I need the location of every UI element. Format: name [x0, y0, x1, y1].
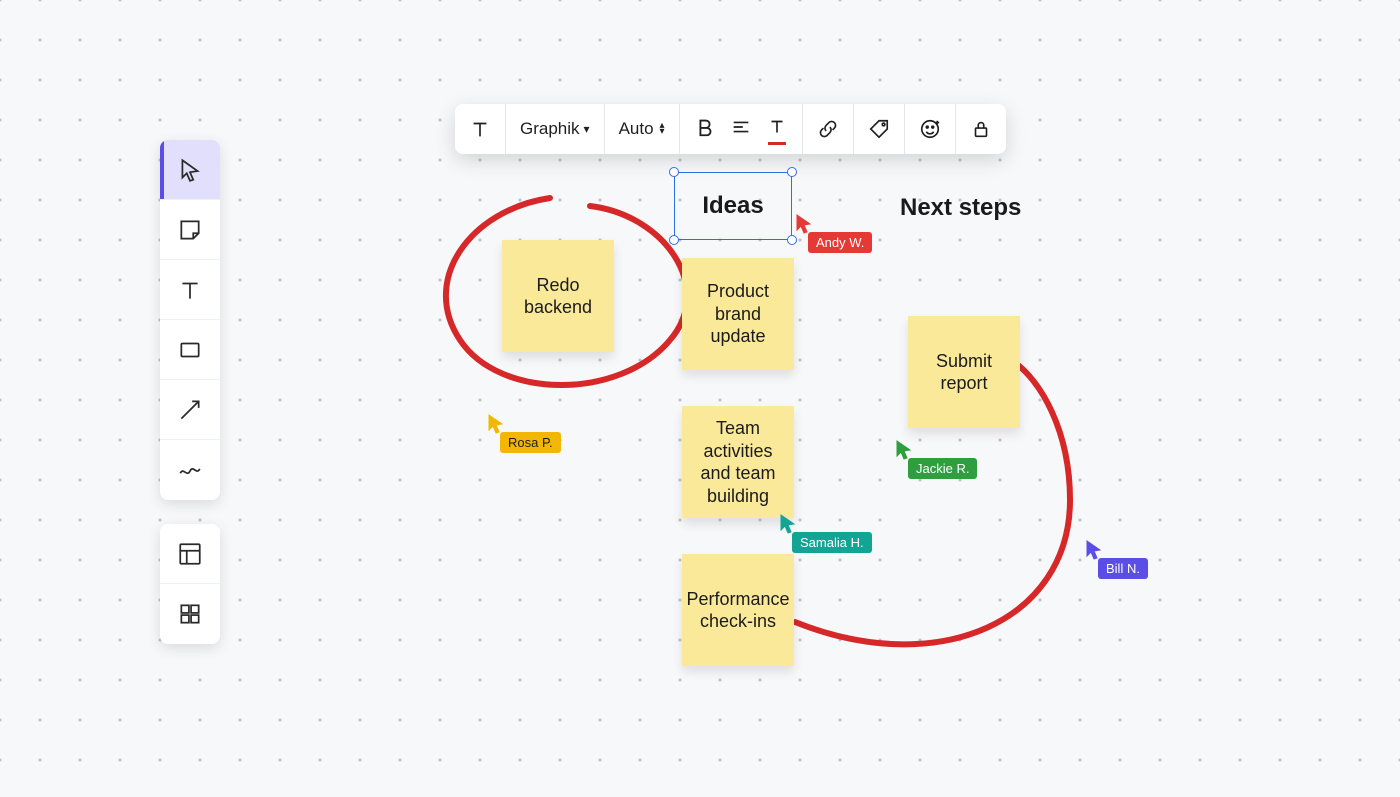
- color-swatch: [768, 142, 786, 145]
- text-style-group: [680, 104, 803, 154]
- tag-icon: [868, 118, 890, 140]
- heading-next-steps-text: Next steps: [900, 194, 1021, 221]
- text-box-ideas[interactable]: Ideas: [674, 172, 792, 240]
- select-tool[interactable]: [160, 140, 220, 200]
- cursor-pointer-icon: [896, 440, 912, 460]
- collab-cursor: Andy W.: [796, 214, 812, 234]
- sticky-text: Performance check-ins: [686, 588, 789, 633]
- layout-tool[interactable]: [160, 524, 220, 584]
- text-style-button[interactable]: [455, 104, 506, 154]
- resize-handle[interactable]: [669, 235, 679, 245]
- emoji-button[interactable]: [905, 104, 956, 154]
- sticky-submit-report[interactable]: Submit report: [908, 316, 1020, 428]
- lock-icon: [970, 118, 992, 140]
- resize-handle[interactable]: [787, 167, 797, 177]
- cursor-pointer-icon: [796, 214, 812, 234]
- collab-cursor-name: Andy W.: [808, 232, 872, 253]
- font-size-select[interactable]: Auto ▴▾: [605, 104, 680, 154]
- arrow-tool[interactable]: [160, 380, 220, 440]
- grid-tool[interactable]: [160, 584, 220, 644]
- cursor-pointer-icon: [780, 514, 796, 534]
- text-icon: [469, 118, 491, 140]
- cursor-icon: [177, 157, 203, 183]
- cursor-pointer-icon: [1086, 540, 1102, 560]
- tag-button[interactable]: [854, 104, 905, 154]
- shape-tool[interactable]: [160, 320, 220, 380]
- emoji-icon: [919, 118, 941, 140]
- text-format-toolbar: Graphik ▾ Auto ▴▾: [455, 104, 1006, 154]
- sticky-team-building[interactable]: Team activities and team building: [682, 406, 794, 518]
- lock-button[interactable]: [956, 104, 1006, 154]
- text-icon: [177, 277, 203, 303]
- sticky-perf-checkins[interactable]: Performance check-ins: [682, 554, 794, 666]
- sticky-text: Product brand update: [692, 280, 784, 348]
- text-tool[interactable]: [160, 260, 220, 320]
- link-icon: [817, 118, 839, 140]
- sticky-text: Team activities and team building: [692, 417, 784, 507]
- font-size-label: Auto: [619, 119, 654, 139]
- sticky-icon: [177, 217, 203, 243]
- bold-icon: [694, 116, 716, 138]
- collab-cursor-name: Bill N.: [1098, 558, 1148, 579]
- heading-ideas-text: Ideas: [702, 192, 763, 220]
- align-icon: [730, 116, 752, 138]
- tool-sidebar-secondary: [160, 524, 220, 644]
- collab-cursor: Jackie R.: [896, 440, 912, 460]
- text-color-icon: [766, 116, 788, 138]
- resize-handle[interactable]: [787, 235, 797, 245]
- sticky-text: Submit report: [918, 350, 1010, 395]
- collab-cursor: Bill N.: [1086, 540, 1102, 560]
- rect-icon: [177, 337, 203, 363]
- collab-cursor: Rosa P.: [488, 414, 504, 434]
- grid-icon: [177, 601, 203, 627]
- align-button[interactable]: [730, 116, 752, 143]
- font-family-label: Graphik: [520, 119, 580, 139]
- chevron-down-icon: ▾: [584, 122, 590, 136]
- bold-button[interactable]: [694, 116, 716, 143]
- draw-tool[interactable]: [160, 440, 220, 500]
- sticky-text: Redo backend: [512, 274, 604, 319]
- sticky-brand-update[interactable]: Product brand update: [682, 258, 794, 370]
- font-family-select[interactable]: Graphik ▾: [506, 104, 605, 154]
- collab-cursor-name: Rosa P.: [500, 432, 561, 453]
- layout-icon: [177, 541, 203, 567]
- arrow-icon: [177, 397, 203, 423]
- link-button[interactable]: [803, 104, 854, 154]
- collab-cursor-name: Jackie R.: [908, 458, 977, 479]
- cursor-pointer-icon: [488, 414, 504, 434]
- resize-handle[interactable]: [669, 167, 679, 177]
- text-color-button[interactable]: [766, 116, 788, 143]
- collab-cursor: Samalia H.: [780, 514, 796, 534]
- squiggle-icon: [177, 457, 203, 483]
- collab-cursor-name: Samalia H.: [792, 532, 872, 553]
- tool-sidebar: [160, 140, 220, 500]
- sticky-redo-backend[interactable]: Redo backend: [502, 240, 614, 352]
- sticky-tool[interactable]: [160, 200, 220, 260]
- stepper-icon: ▴▾: [660, 123, 665, 135]
- heading-next-steps[interactable]: Next steps: [900, 194, 1021, 222]
- whiteboard-canvas[interactable]: Graphik ▾ Auto ▴▾: [0, 0, 1400, 797]
